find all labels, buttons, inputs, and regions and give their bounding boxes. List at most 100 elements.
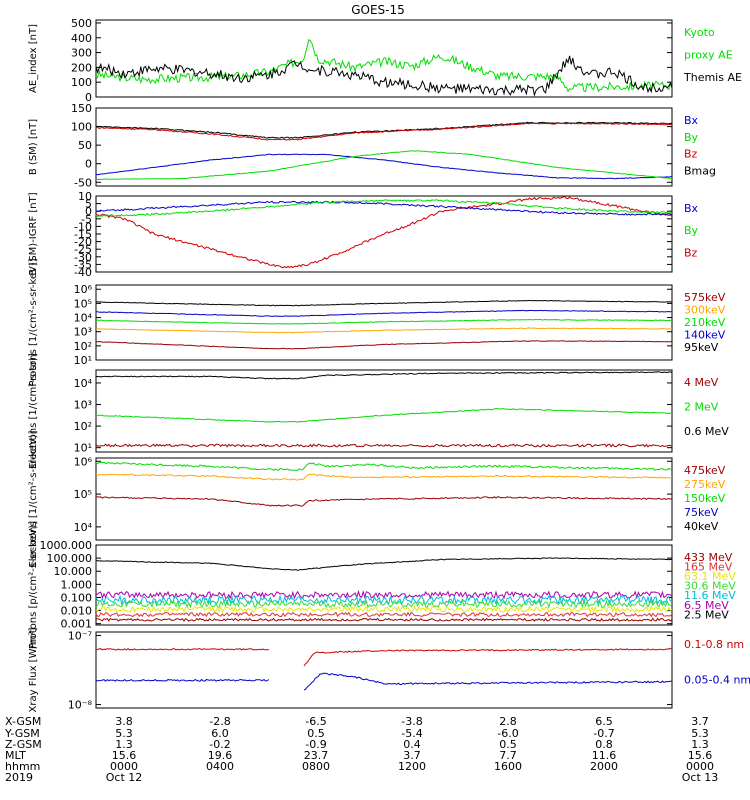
series-140kev bbox=[95, 309, 673, 317]
legend-entry: proxy AE bbox=[684, 49, 733, 62]
series-bmag bbox=[95, 121, 673, 139]
y-tick-label: 0 bbox=[85, 158, 92, 171]
y-tick-label: 50 bbox=[78, 139, 92, 152]
series-themis-ae bbox=[95, 55, 673, 97]
y-tick-label: 0 bbox=[85, 91, 92, 104]
y-tick-label: 10 bbox=[78, 190, 92, 203]
y-tick-label: 10² bbox=[74, 420, 92, 433]
x-tick-value: -6.5 bbox=[305, 715, 326, 728]
series-2-5-mev bbox=[95, 557, 673, 571]
x-tick-value: 15.6 bbox=[112, 749, 137, 762]
legend-entry: 63.1 MeV bbox=[684, 570, 736, 583]
y-tick-label: -30 bbox=[74, 251, 92, 264]
legend-entry: By bbox=[684, 131, 699, 144]
series-kyoto-proxy-ae bbox=[95, 38, 673, 93]
x-tick-value: 1600 bbox=[494, 760, 522, 773]
x-tick-value: 3.8 bbox=[115, 715, 133, 728]
y-tick-label: 10⁴ bbox=[74, 377, 93, 390]
legend-entry: Bx bbox=[684, 114, 699, 127]
panel-frame bbox=[95, 284, 673, 361]
y-tick-label: 10¹ bbox=[74, 442, 92, 455]
x-tick-value: 7.7 bbox=[499, 749, 517, 762]
y-tick-label: -20 bbox=[74, 236, 92, 249]
x-row-label: X-GSM bbox=[5, 715, 41, 728]
y-tick-label: 10³ bbox=[74, 326, 92, 339]
panel-frame bbox=[95, 631, 673, 709]
y-tick-label: 10⁶ bbox=[74, 455, 93, 468]
legend-entry: 433 MeV bbox=[684, 551, 733, 564]
series-95kev bbox=[95, 299, 672, 307]
x-tick-value: 0000 bbox=[686, 760, 714, 773]
legend-entry: 0.6 MeV bbox=[684, 425, 729, 438]
y-axis-label: B (SM) [nT] bbox=[28, 119, 39, 175]
x-tick-value: 0000 bbox=[110, 760, 138, 773]
x-row-label: Y-GSM bbox=[4, 727, 40, 740]
y-tick-label: 100 bbox=[71, 121, 92, 134]
series-433-mev bbox=[95, 617, 673, 622]
x-tick-value: -5.4 bbox=[401, 727, 422, 740]
x-tick-value: 5.3 bbox=[115, 727, 133, 740]
series-475kev bbox=[96, 496, 673, 507]
x-tick-value: 6.5 bbox=[595, 715, 613, 728]
legend-entry: 300keV bbox=[684, 304, 726, 317]
chart-title: GOES-15 bbox=[351, 3, 405, 17]
y-tick-label: -15 bbox=[74, 228, 92, 241]
x-tick-value: 0.4 bbox=[403, 738, 421, 751]
legend-entry: 0.05-0.4 nm bbox=[684, 673, 750, 686]
legend-entry: 475keV bbox=[684, 464, 726, 477]
legend-entry: 11.6 MeV bbox=[684, 589, 736, 602]
y-tick-label: -50 bbox=[74, 176, 92, 189]
y-axis-label: Electrons [1/(cm²-s-sr)] bbox=[28, 353, 39, 469]
x-tick-value: 1.3 bbox=[691, 738, 709, 751]
series-bz bbox=[96, 195, 673, 269]
y-axis-label: Protons [p/(cm²-s-sr-keV)] bbox=[28, 521, 39, 649]
x-row-label: Z-GSM bbox=[5, 738, 42, 751]
legend-entry: Kyoto bbox=[684, 26, 715, 39]
x-tick-value: 0800 bbox=[302, 760, 330, 773]
x-tick-value: Oct 12 bbox=[106, 771, 143, 784]
y-tick-label: -40 bbox=[74, 266, 92, 279]
series-bz bbox=[96, 122, 673, 141]
x-tick-value: 0.8 bbox=[595, 738, 613, 751]
y-tick-label: 500 bbox=[71, 17, 92, 30]
series-0-6-mev bbox=[95, 371, 673, 380]
panel-frame bbox=[95, 544, 673, 626]
y-tick-label: 0.001 bbox=[61, 618, 93, 631]
x-row-label: MLT bbox=[5, 749, 26, 762]
x-tick-value: 0.5 bbox=[307, 727, 325, 740]
y-tick-label: 200 bbox=[71, 61, 92, 74]
x-tick-value: -0.7 bbox=[593, 727, 614, 740]
x-tick-value: -0.2 bbox=[209, 738, 230, 751]
y-tick-label: 150 bbox=[71, 102, 92, 115]
x-tick-value: 2.8 bbox=[499, 715, 517, 728]
legend-entry: Bz bbox=[684, 148, 698, 161]
series-bx bbox=[96, 153, 673, 180]
legend-entry: Bx bbox=[684, 202, 699, 215]
y-tick-label: 5 bbox=[85, 198, 92, 211]
legend-entry: 40keV bbox=[684, 520, 719, 533]
series-165-mev bbox=[95, 611, 673, 618]
legend-entry: 210keV bbox=[684, 316, 726, 329]
x-tick-value: 19.6 bbox=[208, 749, 233, 762]
series-2-mev bbox=[95, 408, 673, 423]
series-by bbox=[95, 150, 673, 181]
y-tick-label: 1.000 bbox=[61, 578, 93, 591]
legend-entry: 150keV bbox=[684, 492, 726, 505]
legend-entry: 4 MeV bbox=[684, 376, 719, 389]
legend-entry: Themis AE bbox=[683, 71, 742, 84]
series-30-6-mev bbox=[95, 599, 673, 609]
x-tick-value: -0.9 bbox=[305, 738, 326, 751]
series-4-mev bbox=[95, 443, 673, 448]
x-tick-value: 3.7 bbox=[691, 715, 709, 728]
y-tick-label: -35 bbox=[74, 258, 92, 271]
legend-entry: 275keV bbox=[684, 478, 726, 491]
y-tick-label: -10 bbox=[74, 220, 92, 233]
legend-entry: Bmag bbox=[684, 164, 716, 177]
series-575kev bbox=[96, 340, 673, 350]
series-63-1-mev bbox=[95, 605, 673, 614]
y-tick-label: 0.100 bbox=[61, 591, 93, 604]
y-tick-label: 10² bbox=[74, 340, 92, 353]
